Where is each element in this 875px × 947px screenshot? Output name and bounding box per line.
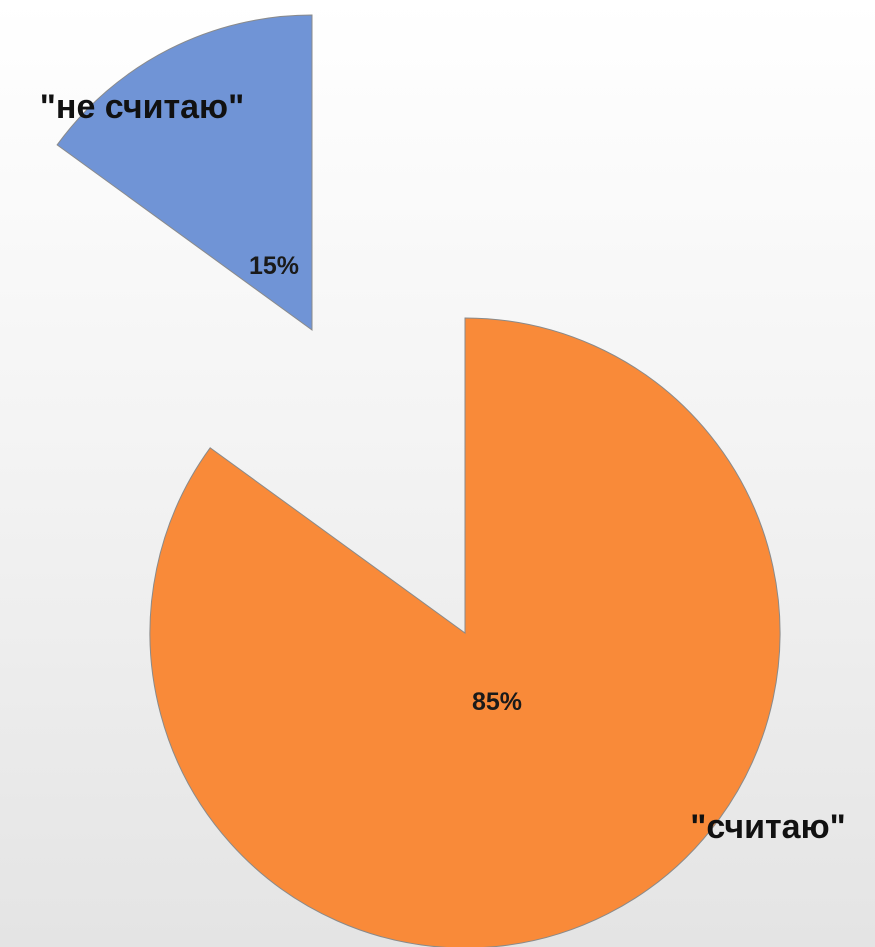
data-label-1: 85%	[472, 688, 522, 716]
category-label-1: "считаю"	[690, 808, 846, 846]
pie-slice-1	[149, 317, 781, 947]
data-label-0: 15%	[249, 252, 299, 280]
slices-layer	[56, 14, 781, 947]
pie-slice-0	[56, 14, 313, 331]
category-label-0: "не считаю"	[40, 88, 244, 126]
labels-layer: 15% "не считаю" 85% "считаю"	[40, 88, 846, 846]
